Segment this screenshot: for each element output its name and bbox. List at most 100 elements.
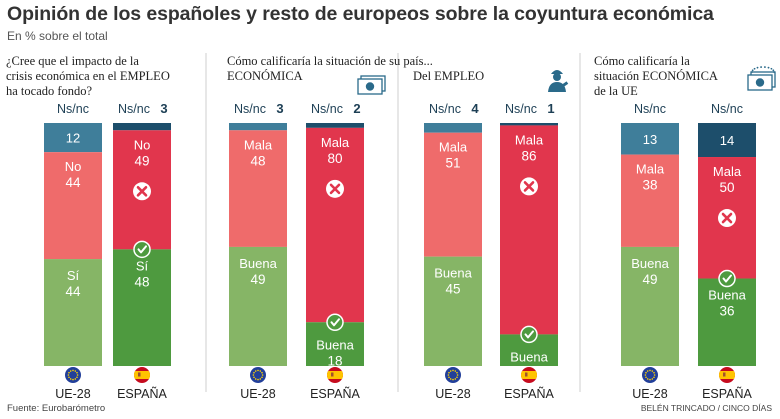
- nsnc-value: 1: [547, 101, 554, 116]
- panel-question: ha tocado fondo?: [6, 84, 93, 98]
- bar-nsnc: [424, 123, 482, 133]
- category-label: ESPAÑA: [310, 387, 360, 401]
- bar-nsnc: [44, 123, 102, 153]
- negative-label: Mala: [515, 132, 544, 147]
- positive-value: 49: [250, 272, 265, 287]
- footer-credit: BELÉN TRINCADO / CINCO DÍAS: [640, 403, 772, 413]
- negative-value: 80: [327, 151, 342, 166]
- positive-label: Buena: [708, 288, 746, 303]
- negative-label: No: [134, 137, 151, 152]
- panel-question: Cómo calificaría la: [594, 54, 690, 68]
- nsnc-value: 14: [720, 133, 734, 148]
- bar-nsnc: [621, 123, 679, 155]
- positive-label: Sí: [67, 268, 80, 283]
- bar-negative: [306, 127, 364, 323]
- positive-label: Buena: [631, 256, 669, 271]
- negative-label: Mala: [713, 164, 742, 179]
- negative-label: No: [65, 159, 82, 174]
- panel-question: Cómo calificaría la situación de su país…: [227, 54, 433, 68]
- negative-label: Mala: [321, 135, 350, 150]
- negative-label: Mala: [636, 162, 665, 177]
- bar-negative: [500, 125, 558, 335]
- positive-label: Buena: [434, 266, 472, 281]
- nsnc-label: Ns/nc: [429, 102, 461, 116]
- cross-icon: [718, 209, 736, 228]
- chart-title: Opinión de los españoles y resto de euro…: [7, 3, 714, 25]
- bar-positive: [621, 246, 679, 366]
- bar-negative: [44, 152, 102, 260]
- category-label: UE-28: [55, 387, 90, 401]
- bar-positive: [44, 259, 102, 366]
- panel-question: de la UE: [594, 84, 638, 98]
- check-icon: [520, 325, 538, 344]
- bar-negative: [229, 130, 287, 247]
- positive-value: 44: [65, 284, 81, 299]
- eu-flag-icon: [642, 367, 658, 383]
- footer-source: Fuente: Eurobarómetro: [7, 403, 106, 414]
- positive-label: Sí: [136, 258, 149, 273]
- panel-question: crisis económica en el EMPLEO: [6, 69, 170, 83]
- spain-flag-icon: [521, 367, 537, 383]
- bar-nsnc: [229, 123, 287, 131]
- negative-label: Mala: [439, 140, 468, 155]
- positive-value: 48: [134, 274, 149, 289]
- negative-value: 48: [250, 153, 265, 168]
- nsnc-value: 12: [66, 131, 80, 146]
- panel-subheading: Del EMPLEO: [413, 69, 484, 83]
- bar-positive: [698, 278, 756, 366]
- negative-value: 38: [642, 178, 657, 193]
- bar-negative: [621, 154, 679, 247]
- spain-flag-icon: [134, 367, 150, 383]
- eu-flag-icon: [65, 367, 81, 383]
- negative-value: 86: [521, 148, 536, 163]
- bar-nsnc: [306, 123, 364, 128]
- bar-nsnc: [113, 123, 171, 131]
- positive-label: Buena: [510, 349, 548, 364]
- category-label: UE-28: [240, 387, 275, 401]
- eu-banknote-icon: [747, 66, 776, 91]
- category-label: UE-28: [435, 387, 470, 401]
- nsnc-label: Ns/nc: [118, 102, 150, 116]
- positive-label: Buena: [239, 256, 277, 271]
- bar-nsnc: [500, 123, 558, 126]
- nsnc-label: Ns/nc: [234, 102, 266, 116]
- positive-value: 49: [642, 272, 657, 287]
- nsnc-value: 2: [353, 101, 360, 116]
- negative-value: 51: [445, 156, 460, 171]
- bar-positive: [113, 249, 171, 366]
- banknote-icon: [357, 75, 386, 95]
- cross-icon: [326, 179, 344, 198]
- bar-positive: [424, 256, 482, 366]
- nsnc-label: Ns/nc: [57, 102, 89, 116]
- bar-nsnc: [698, 123, 756, 158]
- panel-question: situación ECONÓMICA: [594, 69, 718, 83]
- nsnc-label: Ns/nc: [505, 102, 537, 116]
- positive-value: 18: [327, 353, 342, 368]
- check-icon: [718, 269, 736, 288]
- nsnc-label: Ns/nc: [311, 102, 343, 116]
- cross-icon: [133, 182, 151, 201]
- nsnc-value: 3: [160, 101, 167, 116]
- category-label: UE-28: [632, 387, 667, 401]
- positive-label: Buena: [316, 337, 354, 352]
- bar-positive: [229, 246, 287, 366]
- category-label: ESPAÑA: [702, 387, 752, 401]
- category-label: ESPAÑA: [117, 387, 167, 401]
- panel-question: ¿Cree que el impacto de la: [6, 54, 139, 68]
- nsnc-label: Ns/nc: [634, 102, 666, 116]
- chart-subtitle: En % sobre el total: [7, 29, 108, 43]
- negative-value: 50: [719, 180, 734, 195]
- worker-icon: [548, 70, 569, 92]
- nsnc-value: 3: [276, 101, 283, 116]
- check-icon: [133, 240, 151, 259]
- panel-subheading: ECONÓMICA: [227, 69, 303, 83]
- eu-flag-icon: [445, 367, 461, 383]
- nsnc-label: Ns/nc: [711, 102, 743, 116]
- nsnc-value: 13: [643, 132, 657, 147]
- eu-flag-icon: [250, 367, 266, 383]
- category-label: ESPAÑA: [504, 387, 554, 401]
- negative-value: 49: [134, 153, 149, 168]
